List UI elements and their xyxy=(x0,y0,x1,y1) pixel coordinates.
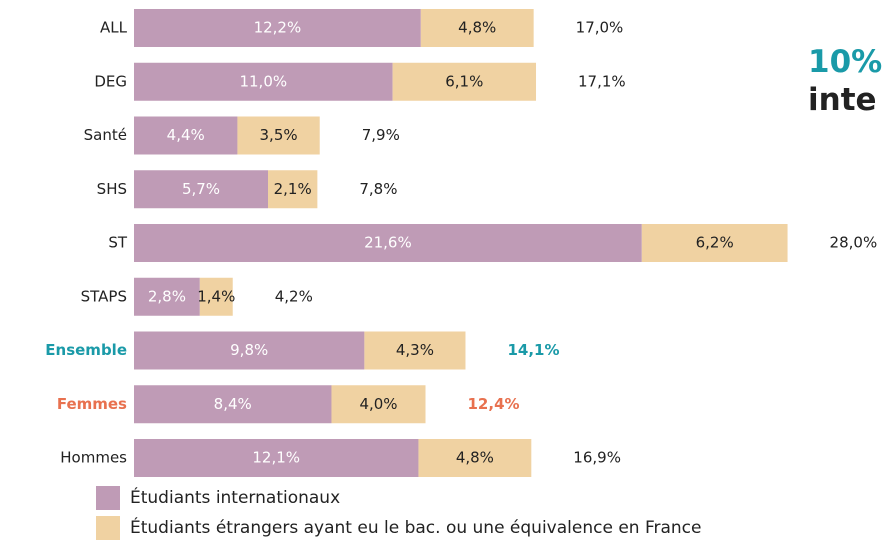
category-label: ST xyxy=(108,234,128,252)
bar-segment xyxy=(134,116,238,155)
value-label: 6,2% xyxy=(696,234,734,252)
legend-swatch xyxy=(96,516,120,540)
bar-segment xyxy=(392,62,537,101)
total-label: 17,0% xyxy=(576,19,624,37)
value-label: 9,8% xyxy=(230,341,268,359)
bar-segment xyxy=(420,9,534,47)
category-label: SHS xyxy=(97,180,127,198)
total-label: 12,4% xyxy=(468,395,520,413)
total-label: 14,1% xyxy=(507,341,559,359)
bar-segment xyxy=(134,62,393,101)
bar-segment xyxy=(237,116,320,155)
value-label: 12,2% xyxy=(254,19,302,37)
category-label: Femmes xyxy=(57,395,127,413)
value-label: 3,5% xyxy=(260,126,298,144)
title-fragment: inte xyxy=(808,82,877,118)
total-label: 17,1% xyxy=(578,72,626,90)
bar-segment xyxy=(268,170,318,209)
value-label: 4,3% xyxy=(396,341,434,359)
bar-segment xyxy=(134,331,365,370)
title-fragment: 10% xyxy=(808,44,882,80)
bar-segment xyxy=(331,385,426,424)
legend-label: Étudiants internationaux xyxy=(130,486,340,508)
bar-segment xyxy=(364,331,466,370)
bar-segment xyxy=(134,385,332,424)
value-label: 2,8% xyxy=(148,287,186,305)
value-label: 11,0% xyxy=(239,72,287,90)
value-label: 5,7% xyxy=(182,180,220,198)
value-label: 6,1% xyxy=(445,72,483,90)
bar-segment xyxy=(134,439,419,477)
value-label: 8,4% xyxy=(214,395,252,413)
bar-segment xyxy=(134,277,200,316)
total-label: 4,2% xyxy=(275,287,313,305)
total-label: 7,8% xyxy=(359,180,397,198)
category-label: Ensemble xyxy=(45,341,127,359)
value-label: 12,1% xyxy=(252,449,300,467)
bar-segment xyxy=(134,9,421,47)
category-label: STAPS xyxy=(81,287,127,305)
bar-segment xyxy=(199,277,233,316)
legend-label: Étudiants étrangers ayant eu le bac. ou … xyxy=(130,516,702,538)
value-label: 4,8% xyxy=(456,449,494,467)
value-label: 1,4% xyxy=(197,287,235,305)
bar-segment xyxy=(134,224,642,262)
bar-segment xyxy=(418,439,532,477)
bar-segment xyxy=(134,170,269,209)
value-label: 21,6% xyxy=(364,234,412,252)
total-label: 28,0% xyxy=(830,234,878,252)
value-label: 4,0% xyxy=(359,395,397,413)
category-label: Hommes xyxy=(60,449,127,467)
total-label: 7,9% xyxy=(362,126,400,144)
total-label: 16,9% xyxy=(573,449,621,467)
value-label: 4,4% xyxy=(167,126,205,144)
category-label: Santé xyxy=(84,126,127,144)
bar-segment xyxy=(641,224,788,262)
category-label: DEG xyxy=(94,72,127,90)
category-label: ALL xyxy=(100,19,128,37)
value-label: 4,8% xyxy=(458,19,496,37)
value-label: 2,1% xyxy=(274,180,312,198)
legend-swatch xyxy=(96,486,120,510)
